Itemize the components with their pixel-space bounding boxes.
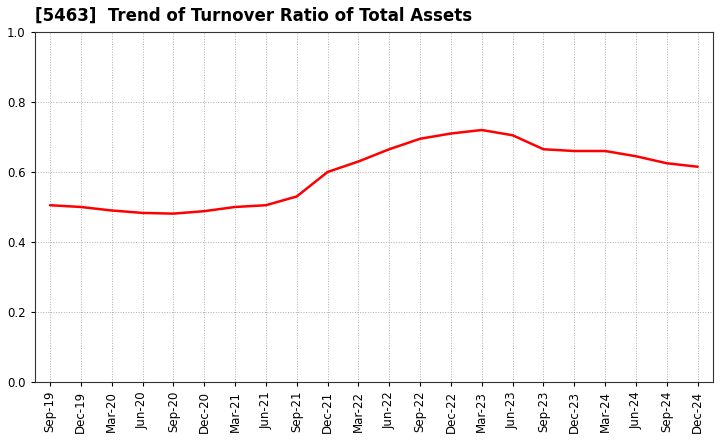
Text: [5463]  Trend of Turnover Ratio of Total Assets: [5463] Trend of Turnover Ratio of Total … bbox=[35, 7, 472, 25]
